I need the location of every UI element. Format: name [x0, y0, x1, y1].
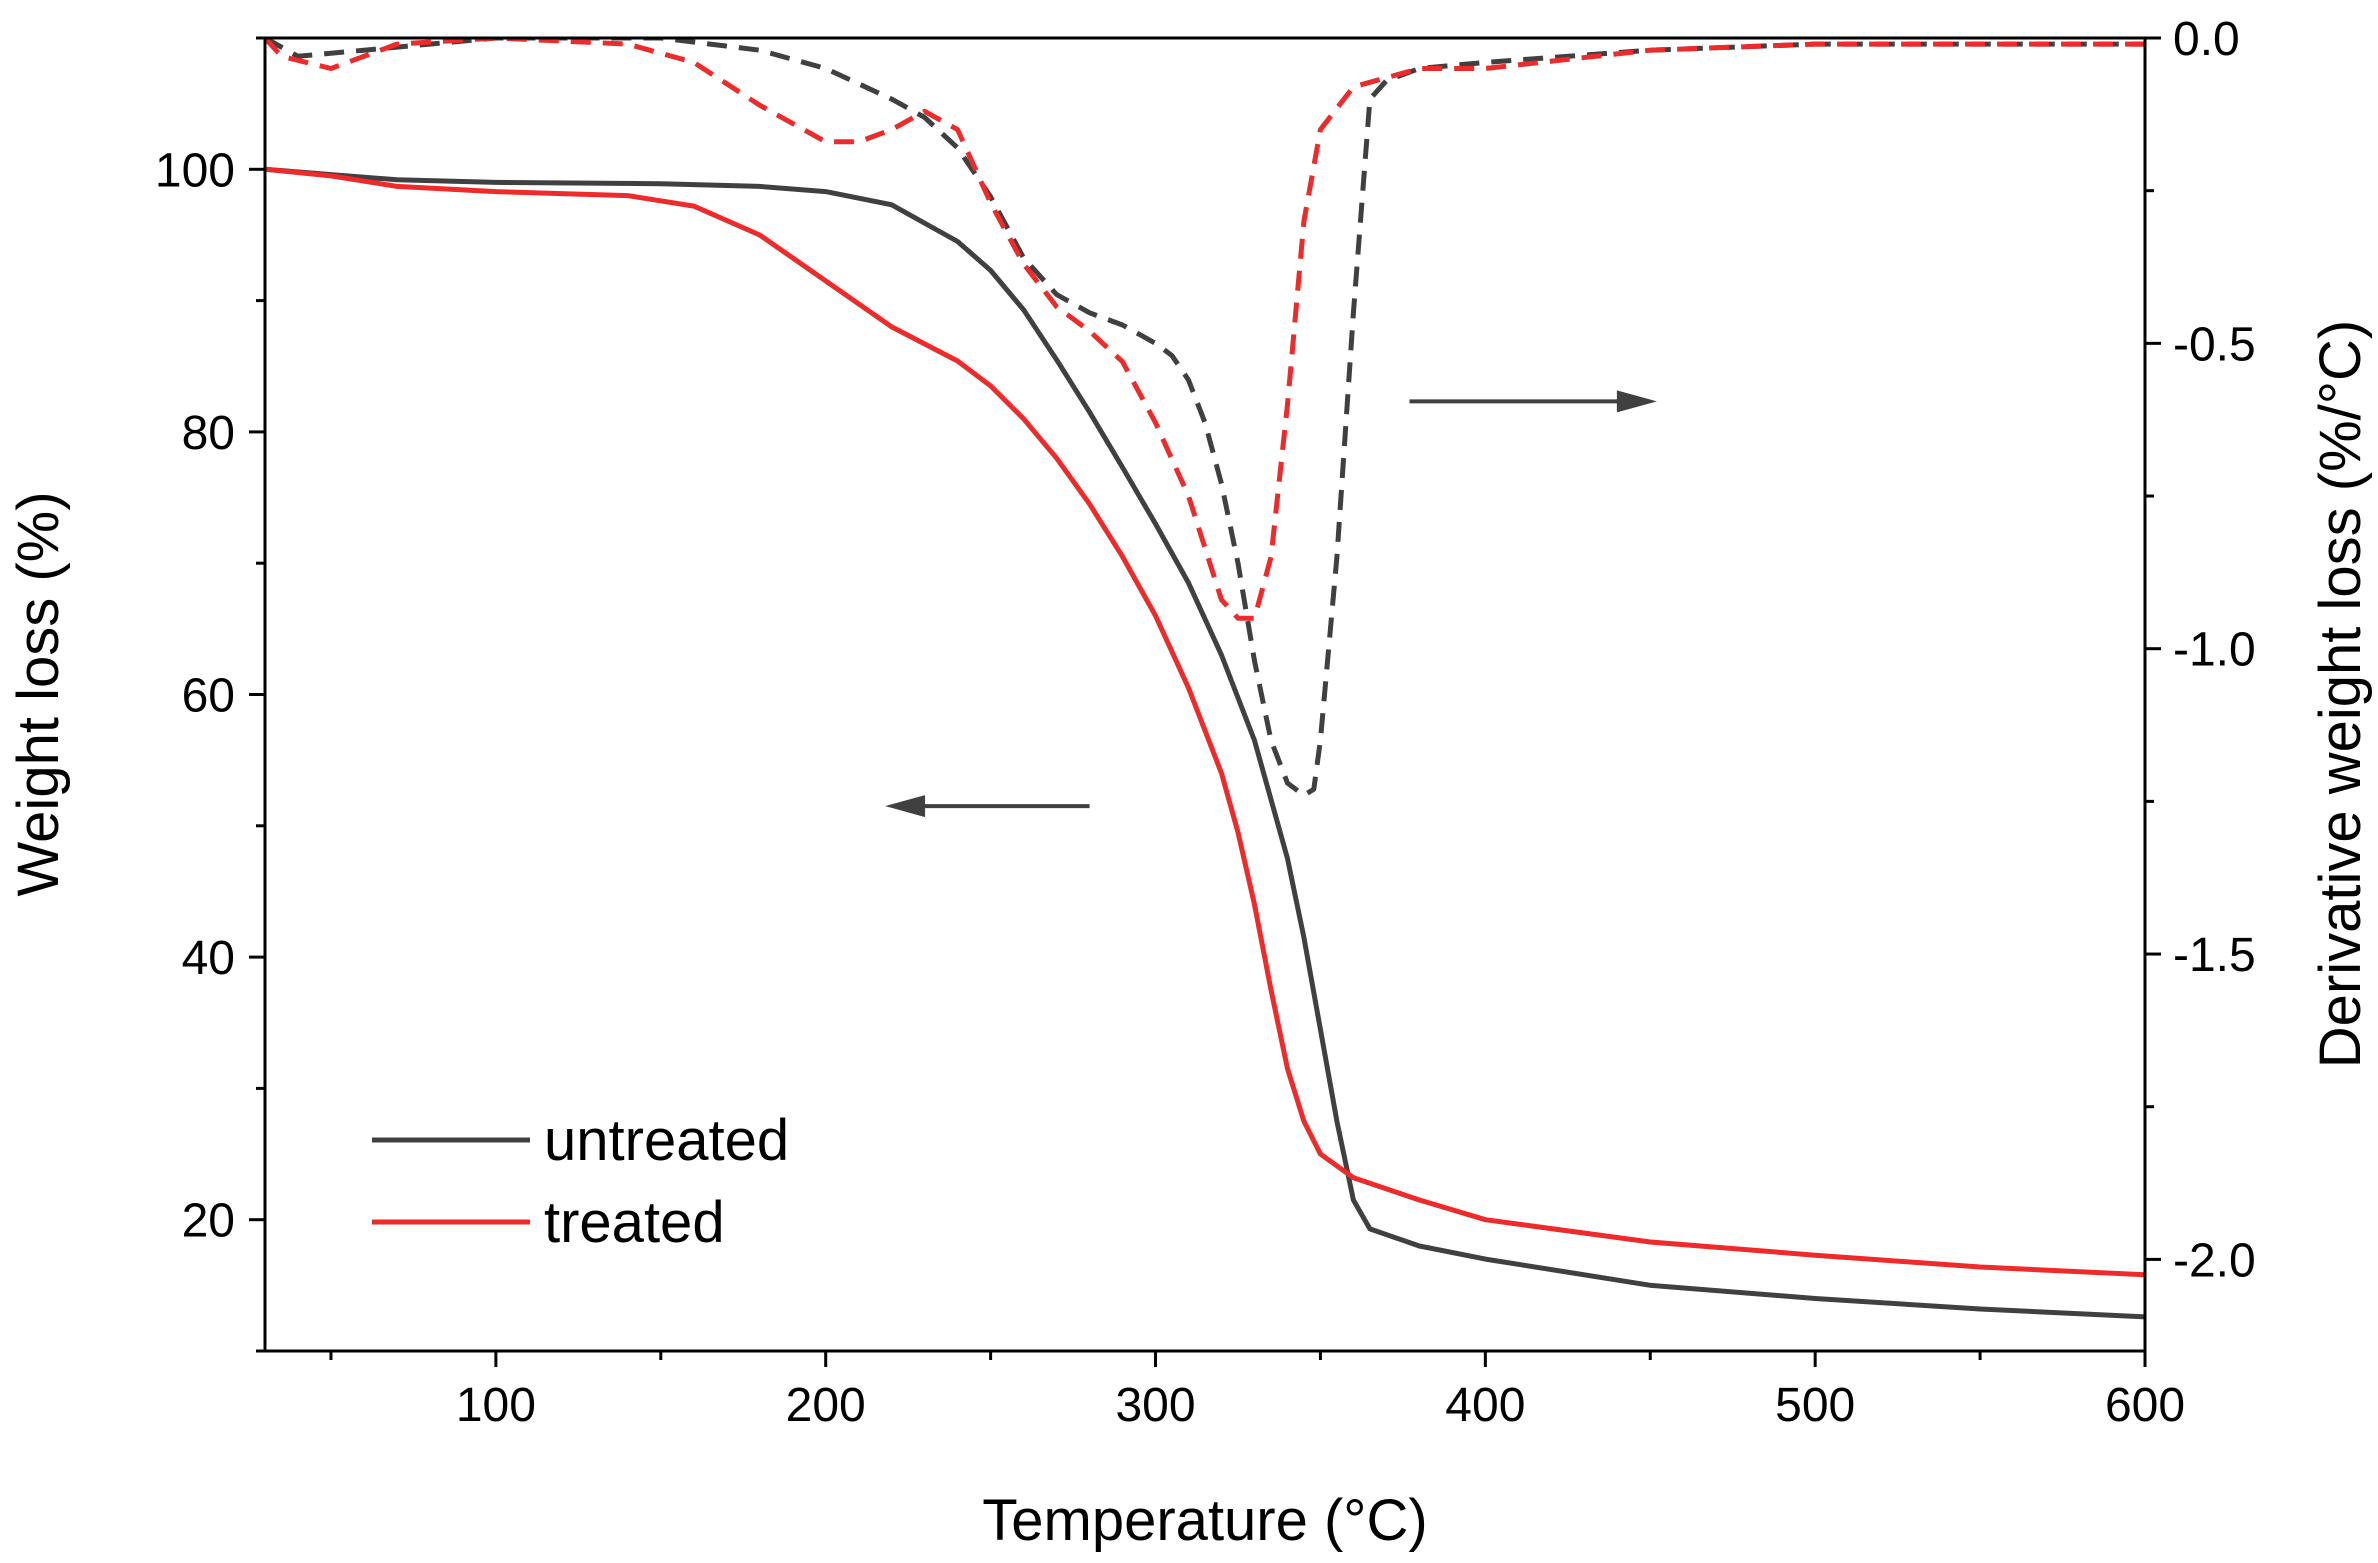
chart-annotations: [885, 390, 1657, 818]
series-line-treated-weight: [265, 166, 2145, 1278]
y-left-tick-label: 100: [155, 144, 235, 197]
y-axis-right-title: Derivative weight loss (%/°C): [2308, 320, 2373, 1068]
y-right-tick-label: 0.0: [2173, 13, 2240, 66]
x-tick-label: 400: [1445, 1379, 1525, 1432]
right-axis-arrow: [1409, 390, 1657, 413]
y-right-tick-label: -1.5: [2173, 929, 2256, 982]
series-line-untreated-weight: [265, 166, 2145, 1320]
series-line-untreated-derivative: [265, 38, 2145, 798]
series-line-treated-derivative: [265, 38, 2145, 621]
x-tick-label: 200: [786, 1379, 866, 1432]
x-tick-label: 600: [2105, 1379, 2185, 1432]
left-axis-arrow: [885, 795, 1090, 818]
x-tick-label: 100: [456, 1379, 536, 1432]
legend: untreated treated: [372, 1108, 789, 1255]
x-tick-label: 300: [1115, 1379, 1195, 1432]
chart-curves: [265, 38, 2145, 1320]
y-axis-left-title: Weight loss (%): [6, 491, 71, 896]
y-left-tick-label: 80: [182, 407, 235, 460]
x-tick-label: 500: [1775, 1379, 1855, 1432]
y-right-tick-label: -0.5: [2173, 318, 2256, 371]
axis-ticks: 100 200 300 400 500 600 20 40 60 80 100 0.0 -0.5 -1.0…: [155, 13, 2256, 1432]
x-axis-title: Temperature (°C): [982, 1488, 1427, 1553]
y-left-tick-label: 60: [182, 670, 235, 723]
y-right-tick-label: -1.0: [2173, 624, 2256, 677]
legend-label-untreated: untreated: [544, 1108, 789, 1173]
y-left-tick-label: 40: [182, 932, 235, 985]
legend-label-treated: treated: [544, 1190, 725, 1255]
y-left-tick-label: 20: [182, 1195, 235, 1248]
y-right-tick-label: -2.0: [2173, 1234, 2256, 1287]
